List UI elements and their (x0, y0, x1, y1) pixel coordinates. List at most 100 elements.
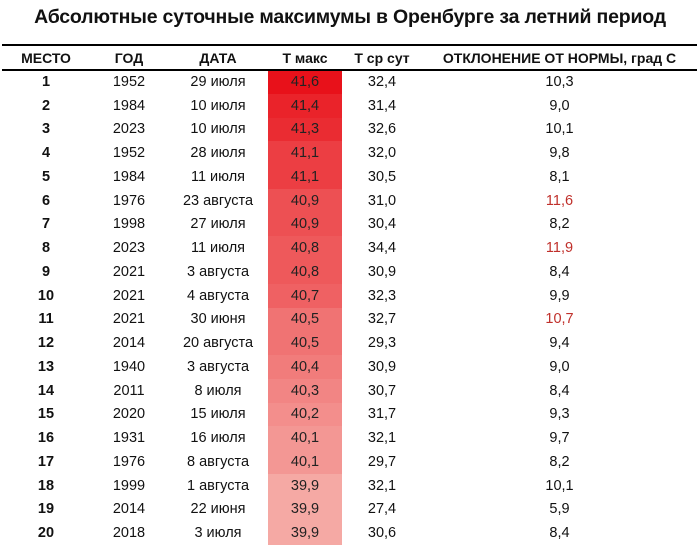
table-row: 19 2014 22 июня 39,9 27,4 5,9 (2, 497, 697, 522)
cell-tmax: 40,9 (268, 188, 342, 213)
cell-deviation: 11,9 (545, 240, 574, 257)
cell-place: 3 (41, 121, 51, 138)
cell-date: 15 июля (190, 406, 246, 423)
cell-tavg: 32,3 (367, 287, 397, 304)
cell-deviation: 8,2 (549, 216, 570, 233)
cell-place: 8 (41, 240, 51, 257)
cell-tmax: 40,1 (268, 426, 342, 450)
cell-tmax: 41,1 (268, 165, 342, 189)
cell-place: 6 (41, 192, 51, 209)
cell-year: 2014 (112, 335, 146, 352)
cell-deviation: 9,3 (549, 406, 570, 423)
cell-year: 2020 (112, 406, 146, 423)
cell-date: 20 августа (182, 335, 254, 352)
table-row: 10 2021 4 августа 40,7 32,3 9,9 (2, 283, 697, 308)
table-row: 20 2018 3 июля 39,9 30,6 8,4 (2, 521, 697, 545)
header-year: ГОД (90, 45, 168, 71)
table-row: 11 2021 30 июня 40,5 32,7 10,7 (2, 307, 697, 332)
cell-date: 16 июля (190, 430, 246, 447)
cell-year: 2021 (112, 287, 146, 304)
header-tavg: Т ср сут (342, 45, 422, 71)
table-row: 12 2014 20 августа 40,5 29,3 9,4 (2, 331, 697, 355)
table-row: 4 1952 28 июля 41,1 32,0 9,8 (2, 141, 697, 165)
cell-deviation: 11,6 (545, 192, 574, 209)
cell-year: 1952 (112, 74, 146, 91)
table-row: 17 1976 8 августа 40,1 29,7 8,2 (2, 450, 697, 474)
cell-place: 7 (41, 216, 51, 233)
cell-tavg: 27,4 (367, 501, 397, 518)
cell-year: 2021 (112, 311, 146, 328)
cell-tmax: 41,3 (268, 117, 342, 142)
cell-date: 29 июля (190, 74, 246, 91)
cell-tmax: 41,6 (268, 70, 342, 94)
cell-place: 10 (37, 287, 55, 304)
cell-date: 10 июля (190, 121, 246, 138)
cell-date: 27 июля (190, 216, 246, 233)
table-row: 1 1952 29 июля 41,6 32,4 10,3 (2, 70, 697, 94)
cell-year: 2011 (113, 382, 145, 399)
cell-tavg: 32,6 (367, 121, 397, 138)
cell-tavg: 32,1 (367, 430, 397, 447)
cell-year: 2018 (112, 525, 146, 542)
cell-date: 1 августа (186, 477, 250, 494)
cell-date: 3 августа (186, 263, 250, 280)
table-row: 9 2021 3 августа 40,8 30,9 8,4 (2, 260, 697, 284)
cell-tavg: 30,6 (367, 525, 397, 542)
table-header: МЕСТО ГОД ДАТА Т макс Т ср сут ОТКЛОНЕНИ… (2, 45, 697, 71)
cell-tavg: 31,0 (367, 192, 397, 209)
cell-place: 9 (41, 263, 51, 280)
cell-date: 4 августа (186, 287, 250, 304)
page-title: Абсолютные суточные максимумы в Оренбург… (34, 6, 666, 28)
cell-deviation: 8,4 (549, 525, 570, 542)
cell-place: 12 (37, 335, 55, 352)
cell-place: 18 (37, 477, 55, 494)
cell-tavg: 29,7 (367, 453, 397, 470)
cell-tmax: 40,9 (268, 212, 342, 237)
cell-tavg: 32,1 (367, 477, 397, 494)
cell-date: 3 июля (194, 525, 242, 542)
cell-date: 3 августа (186, 358, 250, 375)
cell-tmax: 40,5 (268, 331, 342, 355)
table-row: 18 1999 1 августа 39,9 32,1 10,1 (2, 473, 697, 498)
cell-tmax: 41,1 (268, 141, 342, 165)
cell-place: 14 (37, 382, 55, 399)
table-row: 3 2023 10 июля 41,3 32,6 10,1 (2, 117, 697, 142)
cell-place: 1 (41, 74, 51, 91)
table-body: 1 1952 29 июля 41,6 32,4 10,3 2 1984 10 июля 41,4… (2, 70, 697, 545)
cell-year: 1952 (112, 145, 146, 162)
cell-place: 11 (38, 311, 54, 328)
cell-deviation: 8,4 (549, 382, 570, 399)
table-row: 8 2023 11 июля 40,8 34,4 11,9 (2, 236, 697, 260)
cell-place: 20 (37, 525, 55, 542)
cell-tmax: 40,8 (268, 260, 342, 284)
cell-year: 1931 (112, 430, 146, 447)
table-row: 16 1931 16 июля 40,1 32,1 9,7 (2, 426, 697, 450)
cell-tavg: 30,7 (367, 382, 397, 399)
cell-tmax: 40,7 (268, 283, 342, 308)
cell-deviation: 8,1 (549, 168, 570, 185)
cell-date: 23 августа (182, 192, 254, 209)
cell-year: 2021 (112, 263, 146, 280)
cell-date: 28 июля (190, 145, 246, 162)
header-deviation: ОТКЛОНЕНИЕ ОТ НОРМЫ, град С (422, 45, 697, 71)
table-row: 6 1976 23 августа 40,9 31,0 11,6 (2, 188, 697, 213)
cell-date: 30 июня (190, 311, 246, 328)
cell-tavg: 32,7 (367, 311, 397, 328)
cell-tmax: 39,9 (268, 521, 342, 545)
cell-tmax: 40,4 (268, 355, 342, 379)
cell-date: 8 августа (186, 453, 250, 470)
cell-deviation: 8,2 (549, 453, 570, 470)
cell-place: 5 (41, 168, 51, 185)
cell-year: 1976 (112, 192, 146, 209)
header-tmax: Т макс (268, 45, 342, 71)
cell-place: 19 (37, 501, 55, 518)
cell-year: 1940 (112, 358, 146, 375)
cell-place: 4 (41, 145, 51, 162)
cell-tmax: 40,5 (268, 307, 342, 332)
cell-deviation: 9,9 (549, 287, 570, 304)
cell-year: 1984 (112, 168, 146, 185)
cell-deviation: 8,4 (549, 263, 570, 280)
cell-deviation: 9,7 (549, 430, 570, 447)
cell-year: 2014 (112, 501, 146, 518)
cell-tavg: 30,9 (367, 358, 397, 375)
